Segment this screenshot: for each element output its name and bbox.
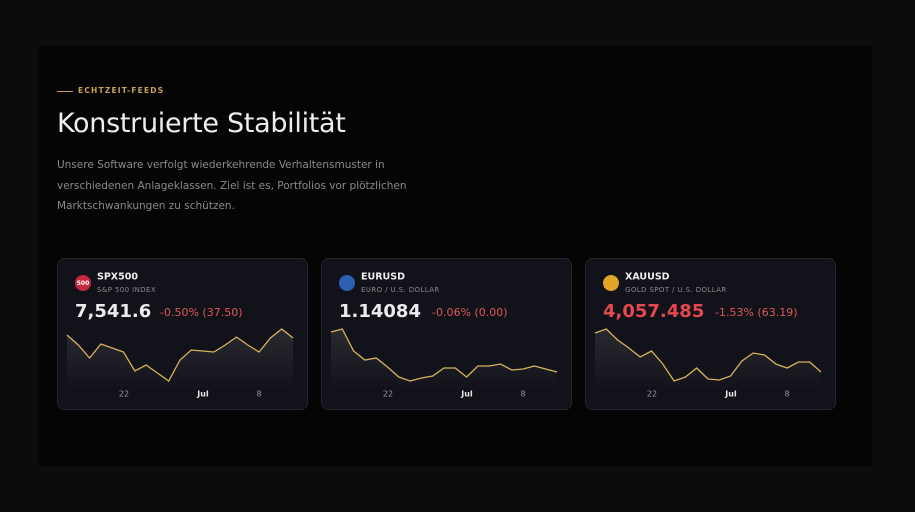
ticker-card: EURUSD EURO / U.S. DOLLAR 1.14084 -0.06% (0… [321,258,572,410]
title: Konstruierte Stabilität [57,108,346,139]
ticker-card: XAUUSD GOLD SPOT / U.S. DOLLAR 4,057.485 -1… [585,258,836,410]
x-tick-label: 8 [784,390,789,399]
x-tick-label: 8 [520,390,525,399]
ticker-price: 1.14084 [339,301,421,322]
ticker-symbol: EURUSD [361,272,405,283]
ticker-price: 7,541.6 [75,301,151,322]
ticker-change: -0.06% (0.00) [432,306,508,319]
ticker-name: S&P 500 INDEX [97,286,156,294]
ticker-name: GOLD SPOT / U.S. DOLLAR [625,286,727,294]
ticker-icon [75,275,91,291]
x-tick-label: 22 [647,390,657,399]
ticker-symbol: SPX500 [97,272,138,283]
description: Unsere Software verfolgt wiederkehrende … [57,155,407,217]
sparkline [330,328,558,382]
icon-label: 500 [77,280,90,287]
ticker-change: -1.53% (63.19) [715,306,797,319]
description-line: verschiedenen Anlageklassen. Ziel ist es… [57,179,407,192]
x-tick-label: Jul [724,390,737,399]
ticker-card: 500 SPX500 S&P 500 INDEX 7,541.6 -0.50% (37.… [57,258,308,410]
ticker-price: 4,057.485 [603,301,704,322]
x-tick-label: 8 [256,390,261,399]
ticker-icon [603,275,619,291]
ticker-name: EURO / U.S. DOLLAR [361,286,440,294]
sparkline [66,328,294,382]
description-line: Marktschwankungen zu schützen. [57,200,235,212]
x-tick-label: 22 [119,390,129,399]
x-tick-label: Jul [460,390,473,399]
eyebrow: ECHTZEIT-FEEDS [78,86,165,95]
eyebrow-line [57,91,73,92]
sparkline [594,328,822,382]
description-line: Unsere Software verfolgt wiederkehrende … [57,159,385,171]
sparkline-area [331,329,557,390]
x-tick-label: 22 [383,390,393,399]
ticker-icon [339,275,355,291]
x-tick-label: Jul [196,390,209,399]
ticker-change: -0.50% (37.50) [160,306,242,319]
ticker-symbol: XAUUSD [625,272,670,283]
sparkline-area [67,329,293,390]
sparkline-area [595,329,821,390]
